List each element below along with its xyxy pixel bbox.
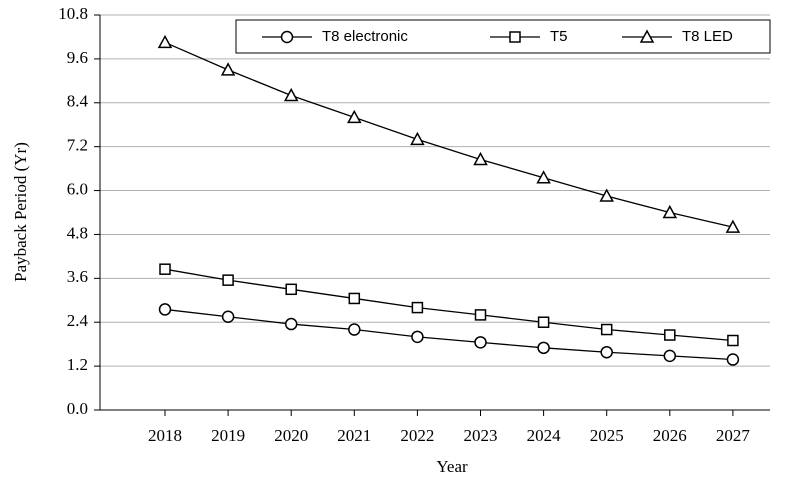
marker [280, 30, 294, 44]
marker [158, 303, 172, 316]
y-axis-title: Payback Period (Yr) [11, 142, 30, 282]
y-tick-label: 7.2 [67, 136, 88, 155]
marker [474, 336, 487, 349]
marker [664, 329, 676, 341]
marker [220, 62, 236, 76]
marker [726, 353, 740, 366]
x-tick-label: 2021 [337, 426, 371, 445]
marker [727, 334, 739, 347]
marker [159, 263, 171, 275]
marker [599, 188, 614, 202]
x-axis-title: Year [436, 457, 468, 476]
legend-label: T5 [550, 28, 568, 45]
x-tick-label: 2025 [590, 426, 624, 445]
y-tick-label: 3.6 [67, 267, 88, 286]
series-line [164, 41, 734, 228]
marker [639, 29, 655, 43]
y-tick-label: 10.8 [58, 4, 88, 23]
x-tick-label: 2018 [148, 426, 182, 445]
legend-label: T8 electronic [322, 28, 408, 45]
y-tick-label: 8.4 [67, 92, 89, 111]
x-tick-label: 2019 [211, 426, 245, 445]
marker [411, 301, 424, 314]
marker [473, 151, 488, 166]
y-tick-label: 1.2 [67, 355, 88, 374]
marker [663, 349, 677, 363]
marker [537, 316, 550, 328]
series-line [164, 308, 733, 361]
marker [347, 109, 362, 124]
y-tick-label: 2.4 [67, 311, 89, 330]
y-tick-label: 9.6 [67, 48, 88, 67]
marker [474, 309, 487, 321]
marker [221, 310, 235, 323]
x-tick-label: 2026 [653, 426, 687, 445]
x-tick-label: 2022 [400, 426, 434, 445]
marker [284, 317, 298, 331]
marker [600, 323, 613, 336]
legend-label: T8 LED [682, 28, 733, 45]
marker [725, 219, 741, 233]
marker [283, 87, 299, 102]
x-tick-label: 2020 [274, 426, 308, 445]
x-tick-label: 2024 [527, 426, 562, 445]
marker [600, 345, 613, 359]
x-tick-label: 2023 [464, 426, 498, 445]
marker [410, 131, 425, 146]
marker [509, 31, 521, 43]
y-tick-label: 4.8 [67, 223, 88, 242]
series-line [164, 268, 733, 342]
marker [222, 274, 234, 286]
y-tick-label: 0.0 [67, 399, 88, 418]
x-tick-label: 2027 [716, 426, 751, 445]
marker [411, 330, 424, 344]
marker [157, 34, 173, 49]
marker [285, 283, 297, 296]
marker [348, 292, 361, 305]
marker [662, 204, 678, 219]
marker [537, 341, 550, 355]
marker [348, 323, 361, 336]
y-tick-label: 6.0 [67, 179, 88, 198]
marker [536, 170, 551, 184]
